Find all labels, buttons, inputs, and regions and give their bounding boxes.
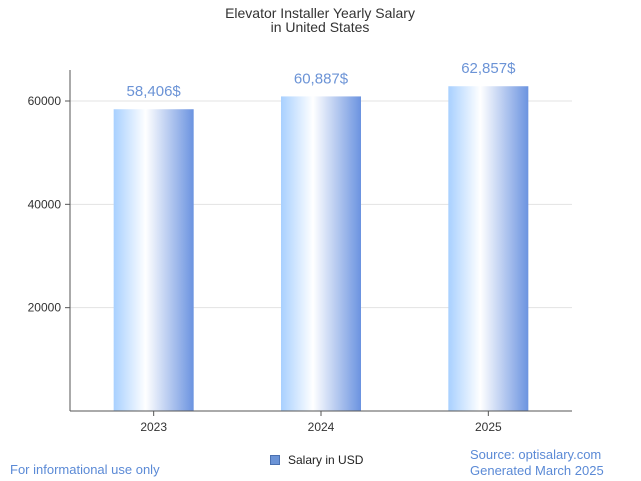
source-block: Source: optisalary.com Generated March 2… bbox=[470, 447, 604, 479]
x-tick-label: 2025 bbox=[475, 420, 502, 434]
data-label-2025: 62,857$ bbox=[461, 60, 516, 77]
x-tick-label: 2024 bbox=[308, 420, 335, 434]
legend: Salary in USD bbox=[270, 453, 363, 467]
data-label-2023: 58,406$ bbox=[127, 83, 182, 100]
y-tick-label: 40000 bbox=[28, 197, 62, 211]
bar-2025 bbox=[448, 86, 529, 411]
source-text: Source: optisalary.com bbox=[470, 447, 602, 462]
data-label-2024: 60,887$ bbox=[294, 70, 349, 87]
legend-label: Salary in USD bbox=[288, 453, 364, 467]
chart-title-line-2: in United States bbox=[271, 19, 370, 35]
chart-title-line-1: Elevator Installer Yearly Salary bbox=[225, 5, 415, 21]
bar-2024 bbox=[281, 96, 361, 411]
y-tick-label: 60000 bbox=[28, 94, 62, 108]
y-tick-label: 20000 bbox=[28, 301, 62, 315]
axes: 20000 40000 60000 2023 2024 2025 bbox=[28, 70, 572, 434]
bars: 58,406$ 60,887$ 62,857$ bbox=[113, 60, 529, 412]
x-tick-label: 2023 bbox=[140, 420, 167, 434]
disclaimer-text: For informational use only bbox=[10, 462, 160, 477]
bar-2023 bbox=[113, 109, 194, 412]
legend-swatch bbox=[270, 455, 280, 465]
generated-text: Generated March 2025 bbox=[470, 463, 604, 478]
